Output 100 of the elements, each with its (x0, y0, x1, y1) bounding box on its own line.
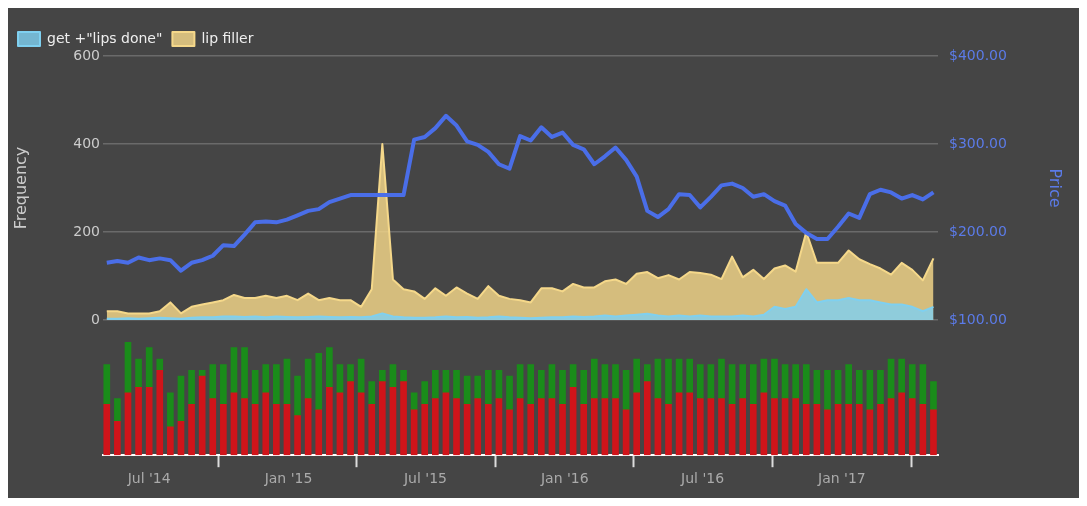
bar (559, 369, 566, 405)
bar (379, 369, 386, 382)
bar (718, 398, 725, 456)
bar (866, 369, 874, 411)
bar (877, 403, 884, 456)
x-tick-label: Jan '15 (263, 470, 313, 487)
bar (220, 364, 227, 405)
bar (400, 369, 407, 382)
bar (156, 369, 164, 456)
bar (347, 364, 354, 382)
y-tick-label: 200 (73, 222, 100, 239)
bar (485, 369, 492, 405)
bar (198, 369, 206, 377)
bar (315, 352, 323, 411)
bar (188, 369, 195, 405)
y-tick-label: 400 (73, 134, 100, 151)
x-tick-label: Jul '14 (126, 470, 171, 487)
bar (347, 381, 354, 456)
bar (898, 392, 905, 456)
bar (326, 347, 333, 388)
bar (251, 403, 259, 456)
bar (728, 364, 736, 405)
bar (887, 398, 895, 456)
bar (728, 403, 736, 456)
y2-tick-label: $100.00 (949, 310, 1007, 327)
bar (400, 381, 407, 456)
bar (665, 358, 672, 405)
x-tick-label: Jul '16 (680, 470, 725, 487)
bar (241, 398, 248, 456)
y2-axis-title: Price (1046, 168, 1066, 208)
bar (845, 403, 852, 456)
bar (283, 403, 291, 456)
bar (559, 403, 566, 456)
x-tick-label: Jan '16 (539, 470, 589, 487)
y2-tick-label: $400.00 (949, 46, 1007, 63)
bar (665, 403, 672, 456)
bar (548, 398, 556, 456)
bar (474, 375, 482, 399)
bar (633, 358, 641, 394)
bar (569, 386, 577, 456)
bar (198, 375, 206, 456)
bar (718, 358, 725, 399)
bar (590, 398, 598, 456)
bar (262, 364, 270, 394)
bar (771, 358, 778, 399)
bar (834, 403, 842, 456)
bar (463, 403, 471, 456)
bar (930, 381, 937, 411)
bar (209, 398, 217, 456)
bar (707, 398, 715, 456)
bar (898, 358, 905, 394)
bar (294, 415, 301, 456)
bar (930, 409, 937, 456)
bar (824, 369, 831, 411)
bar (612, 398, 619, 456)
bar (230, 347, 238, 394)
bar (537, 398, 545, 456)
bar (273, 364, 280, 405)
bar (474, 398, 482, 456)
bar (612, 364, 619, 399)
bar (485, 403, 492, 456)
bar (781, 398, 789, 456)
bar (919, 403, 927, 456)
bar (813, 403, 821, 456)
bar (792, 398, 800, 456)
bar (802, 403, 810, 456)
bar (824, 409, 831, 456)
bar (294, 375, 301, 416)
bar (156, 358, 164, 371)
bar (686, 358, 694, 394)
bar (516, 398, 524, 456)
y-axis-title: Frequency (10, 146, 30, 230)
y-tick-label: 0 (91, 310, 100, 327)
bar (643, 364, 651, 382)
bar (792, 364, 800, 399)
bar (908, 364, 916, 399)
bar (877, 369, 884, 405)
bar (506, 375, 513, 411)
bar (855, 403, 863, 456)
bar (580, 369, 588, 405)
bar (601, 398, 609, 456)
bar (389, 386, 397, 456)
bar (124, 342, 132, 394)
bar (453, 369, 460, 399)
bar (633, 392, 641, 456)
x-tick-label: Jul '15 (402, 470, 447, 487)
bar (919, 364, 927, 405)
bar (527, 364, 535, 405)
x-tick-label: Jan '17 (817, 470, 866, 487)
bar (432, 398, 439, 456)
y-tick-label: 600 (73, 46, 100, 63)
bar (432, 369, 439, 399)
bar (855, 369, 863, 405)
bar (167, 392, 174, 428)
bar (336, 364, 344, 394)
bar (304, 398, 312, 456)
bar (315, 409, 323, 456)
bar (537, 369, 545, 399)
bar (739, 364, 747, 399)
bar (262, 392, 270, 456)
